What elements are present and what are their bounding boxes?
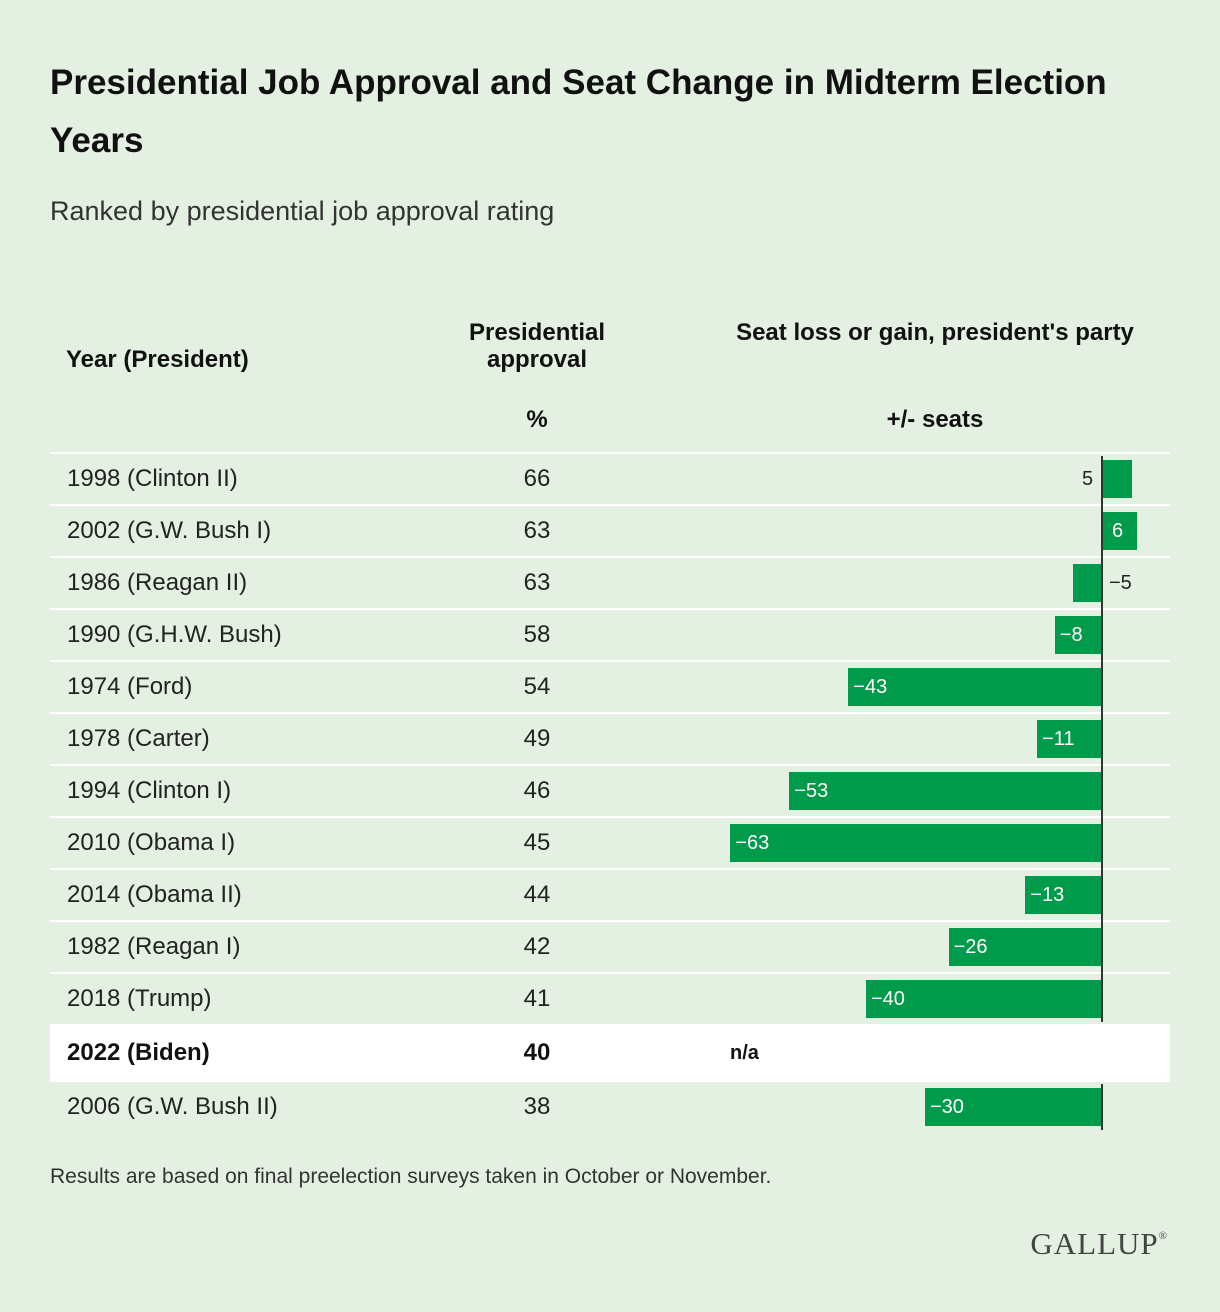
seat-change-label: −43 (853, 676, 888, 698)
column-header-year: Year (President) (66, 346, 249, 373)
table-row: 1978 (Carter) 49 −11 (50, 712, 1170, 764)
approval-cell: 46 (523, 777, 551, 804)
seat-change-bar (730, 824, 1102, 862)
year-president-cell: 2018 (Trump) (67, 985, 212, 1012)
seat-change-bar (1102, 512, 1138, 550)
year-president-cell: 1986 (Reagan II) (67, 569, 248, 596)
column-header-seats: Seat loss or gain, president's party (736, 319, 1134, 346)
footnote: Results are based on final preelection s… (50, 1165, 772, 1188)
gallup-logo: GALLUP® (1030, 1226, 1168, 1261)
approval-cell: 63 (523, 569, 551, 596)
year-president-cell: 1994 (Clinton I) (67, 777, 232, 804)
seat-change-bar (1054, 616, 1102, 654)
table-row: 2002 (G.W. Bush I) 63 6 (50, 504, 1170, 556)
table-row: 1998 (Clinton II) 66 5 (50, 452, 1170, 504)
table-row: 1994 (Clinton I) 46 −53 (50, 764, 1170, 816)
year-president-cell: 2010 (Obama I) (67, 829, 236, 856)
zero-axis-line (1101, 456, 1103, 1022)
seat-change-label: −13 (1030, 884, 1065, 906)
approval-cell: 54 (523, 673, 551, 700)
seat-change-label: 6 (1112, 520, 1124, 542)
year-president-cell: 2022 (Biden) (67, 1039, 210, 1066)
year-president-cell: 1990 (G.H.W. Bush) (67, 621, 282, 648)
year-president-cell: 1974 (Ford) (67, 673, 193, 700)
table-row: 1986 (Reagan II) 63 −5 (50, 556, 1170, 608)
approval-cell: 40 (523, 1039, 551, 1066)
seat-change-bar (866, 980, 1102, 1018)
approval-cell: 42 (523, 933, 551, 960)
seat-change-bar (789, 772, 1102, 810)
table-row: 2014 (Obama II) 44 −13 (50, 868, 1170, 920)
seat-change-label: −40 (871, 988, 905, 1010)
table-row: 2010 (Obama I) 45 −63 (50, 816, 1170, 868)
column-unit-seats: +/- seats (886, 406, 984, 433)
seat-change-label: −8 (1059, 624, 1083, 646)
seat-change-bar (925, 1088, 1102, 1126)
year-president-cell: 1998 (Clinton II) (67, 465, 238, 492)
seat-change-bar (1102, 460, 1132, 498)
seat-change-label: −30 (930, 1096, 964, 1118)
table-row: 1974 (Ford) 54 −43 (50, 660, 1170, 712)
approval-cell: 45 (523, 829, 551, 856)
seat-change-bar (1072, 564, 1102, 602)
data-table: 1998 (Clinton II) 66 5 2002 (G.W. Bush I) 63… (50, 452, 1170, 1132)
column-unit-approval: % (526, 406, 548, 433)
table-row: 1990 (G.H.W. Bush) 58 −8 (50, 608, 1170, 660)
seat-change-bar (848, 668, 1102, 706)
seat-change-bar (1037, 720, 1102, 758)
seat-change-bar (948, 928, 1102, 966)
approval-cell: 58 (523, 621, 551, 648)
approval-cell: 49 (523, 725, 551, 752)
seat-change-label: −53 (794, 780, 829, 802)
year-president-cell: 1982 (Reagan I) (67, 933, 241, 960)
approval-cell: 41 (523, 985, 551, 1012)
zero-axis-line (1101, 1084, 1103, 1130)
seat-change-label: −63 (735, 832, 770, 854)
approval-cell: 38 (523, 1093, 551, 1120)
seat-change-label: −5 (1109, 572, 1132, 594)
seat-change-label: −26 (953, 936, 988, 958)
seat-change-label: −11 (1042, 728, 1075, 750)
approval-cell: 44 (523, 881, 551, 908)
table-row: 2006 (G.W. Bush II) 38 −30 (50, 1080, 1170, 1132)
table-row: 1982 (Reagan I) 42 −26 (50, 920, 1170, 972)
approval-cell: 63 (523, 517, 551, 544)
seat-change-label: 5 (1082, 468, 1094, 490)
seat-change-na-label: n/a (730, 1042, 759, 1064)
year-president-cell: 2002 (G.W. Bush I) (67, 517, 272, 544)
year-president-cell: 2014 (Obama II) (67, 881, 242, 908)
year-president-cell: 1978 (Carter) (67, 725, 210, 752)
logo-text: GALLUP (1030, 1226, 1159, 1261)
column-header-approval: Presidential approval (468, 319, 606, 373)
table-row: 2022 (Biden) 40 n/a (50, 1024, 1170, 1080)
table-row: 2018 (Trump) 41 −40 (50, 972, 1170, 1024)
chart-title: Presidential Job Approval and Seat Chang… (50, 63, 1107, 160)
approval-cell: 66 (523, 465, 551, 492)
seat-change-bar (1025, 876, 1102, 914)
year-president-cell: 2006 (G.W. Bush II) (67, 1093, 278, 1120)
chart-subtitle: Ranked by presidential job approval rati… (50, 196, 555, 226)
